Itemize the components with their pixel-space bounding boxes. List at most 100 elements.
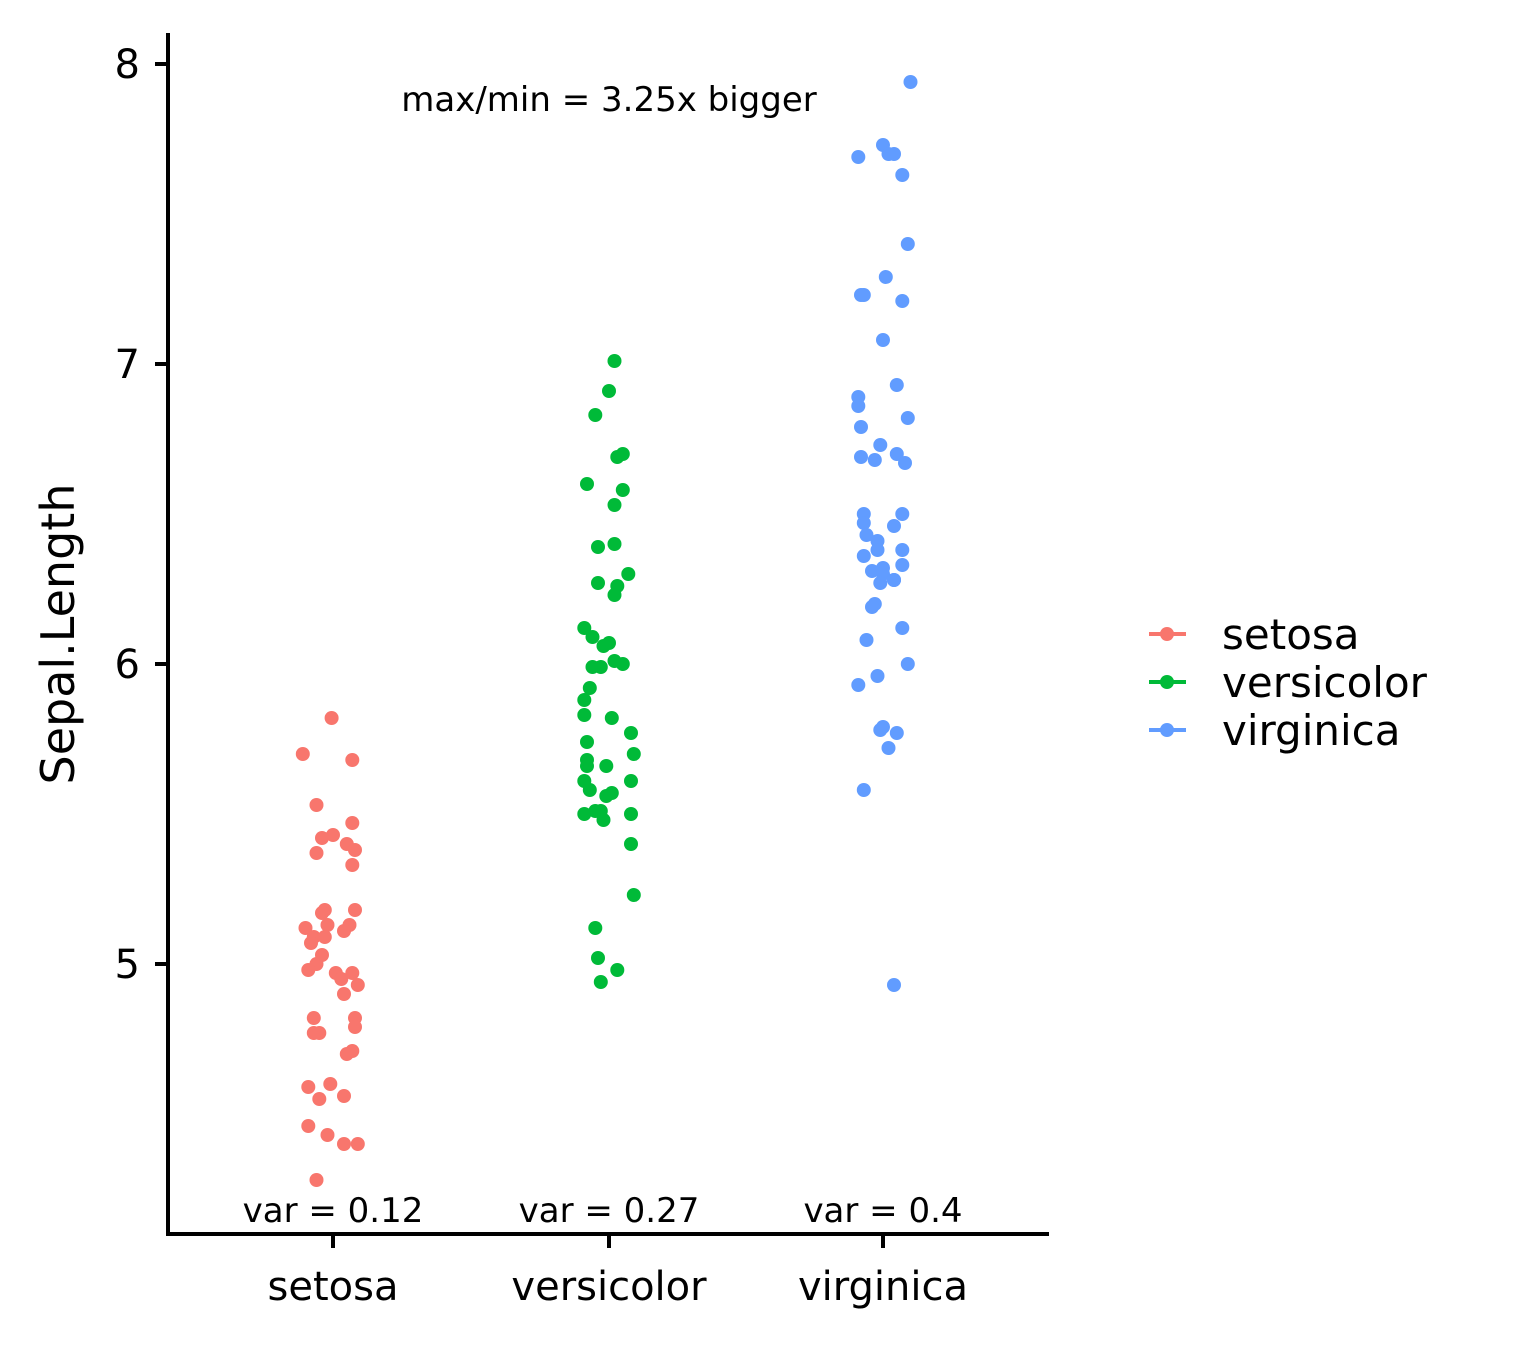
point-virginica-40	[895, 621, 910, 635]
point-versicolor-9	[607, 537, 622, 551]
point-versicolor-31	[580, 759, 594, 773]
annotation-max-min: max/min = 3.25x bigger	[401, 80, 816, 120]
legend-key-dot-setosa	[1160, 627, 1174, 641]
point-setosa-31	[348, 1020, 362, 1034]
point-virginica-9	[854, 288, 868, 302]
point-versicolor-27	[580, 735, 594, 749]
point-setosa-4	[345, 816, 360, 830]
point-versicolor-34	[582, 783, 597, 797]
point-versicolor-37	[577, 807, 592, 821]
point-setosa-38	[337, 1089, 351, 1103]
point-virginica-31	[895, 558, 910, 572]
point-virginica-36	[887, 573, 901, 587]
point-virginica-41	[859, 633, 874, 647]
point-versicolor-33	[624, 774, 638, 788]
point-virginica-26	[859, 528, 874, 542]
point-virginica-15	[900, 411, 915, 425]
point-setosa-16	[320, 918, 335, 932]
y-tick-label-7: 7	[115, 342, 140, 388]
point-virginica-24	[856, 516, 871, 530]
y-tick-label-6: 6	[115, 642, 140, 688]
point-setosa-28	[337, 987, 351, 1001]
point-versicolor-42	[624, 837, 638, 851]
variance-label-versicolor: var = 0.27	[519, 1191, 700, 1231]
point-versicolor-6	[615, 483, 630, 497]
y-tick-label-8: 8	[115, 42, 140, 88]
point-virginica-49	[856, 783, 871, 797]
point-versicolor-36	[604, 786, 619, 800]
point-setosa-13	[348, 903, 362, 917]
point-virginica-37	[873, 576, 888, 590]
point-setosa-8	[348, 843, 362, 857]
point-virginica-7	[878, 270, 893, 284]
point-versicolor-26	[624, 726, 638, 740]
legend-label-virginica: virginica	[1222, 706, 1401, 755]
point-virginica-47	[889, 726, 904, 740]
point-setosa-19	[317, 930, 332, 944]
variance-labels: var = 0.12 var = 0.27 var = 0.4	[243, 1191, 963, 1231]
point-setosa-2	[345, 753, 360, 767]
point-virginica-5	[895, 168, 910, 182]
point-setosa-12	[315, 906, 329, 920]
point-setosa-25	[345, 966, 360, 980]
point-versicolor-11	[591, 576, 605, 590]
point-setosa-35	[339, 1047, 354, 1061]
point-setosa-10	[345, 858, 360, 872]
point-virginica-4	[851, 150, 866, 164]
point-setosa-1	[295, 747, 310, 761]
point-setosa-23	[301, 963, 316, 977]
point-setosa-29	[306, 1011, 321, 1025]
x-ticks-layer: setosa versicolor virginica	[268, 1234, 968, 1310]
point-versicolor-14	[577, 621, 592, 635]
point-versicolor-28	[626, 747, 641, 761]
point-setosa-0	[324, 711, 339, 725]
point-virginica-42	[900, 657, 915, 671]
point-setosa-9	[309, 846, 324, 860]
point-virginica-12	[889, 378, 904, 392]
y-tick-label-5: 5	[115, 942, 140, 988]
point-virginica-0	[903, 75, 918, 89]
point-virginica-16	[854, 420, 868, 434]
point-virginica-50	[887, 978, 901, 992]
x-tick-label-setosa: setosa	[268, 1264, 399, 1310]
point-virginica-28	[895, 543, 910, 557]
point-versicolor-22	[582, 681, 597, 695]
point-virginica-46	[873, 723, 888, 737]
variance-label-virginica: var = 0.4	[803, 1191, 962, 1231]
point-setosa-39	[312, 1092, 327, 1106]
point-virginica-3	[881, 147, 896, 161]
point-virginica-19	[867, 453, 882, 467]
point-versicolor-7	[607, 498, 622, 512]
point-virginica-39	[865, 600, 879, 614]
point-versicolor-5	[580, 477, 594, 491]
point-setosa-26	[334, 972, 349, 986]
point-virginica-18	[854, 450, 868, 464]
point-setosa-40	[301, 1119, 316, 1133]
x-tick-label-virginica: virginica	[798, 1264, 968, 1310]
point-versicolor-46	[610, 963, 625, 977]
point-setosa-14	[298, 921, 313, 935]
point-versicolor-13	[607, 588, 622, 602]
point-virginica-23	[895, 507, 910, 521]
legend-key-dot-virginica	[1160, 723, 1174, 737]
point-setosa-17	[337, 924, 351, 938]
point-virginica-29	[870, 543, 885, 557]
y-axis-title: Sepal.Length	[31, 484, 85, 785]
point-setosa-27	[350, 978, 365, 992]
point-setosa-5	[326, 828, 340, 842]
point-setosa-20	[304, 936, 318, 950]
point-versicolor-17	[602, 636, 616, 650]
point-versicolor-40	[596, 813, 611, 827]
legend-key-dot-versicolor	[1160, 675, 1174, 689]
variance-label-setosa: var = 0.12	[243, 1191, 424, 1231]
legend-label-versicolor: versicolor	[1222, 658, 1428, 707]
point-virginica-11	[876, 333, 890, 347]
y-ticks-layer: 5 6 7 8	[115, 42, 168, 988]
point-versicolor-25	[604, 711, 619, 725]
point-setosa-36	[301, 1080, 316, 1094]
point-virginica-33	[865, 564, 879, 578]
point-virginica-6	[900, 237, 915, 251]
point-versicolor-10	[621, 567, 636, 581]
